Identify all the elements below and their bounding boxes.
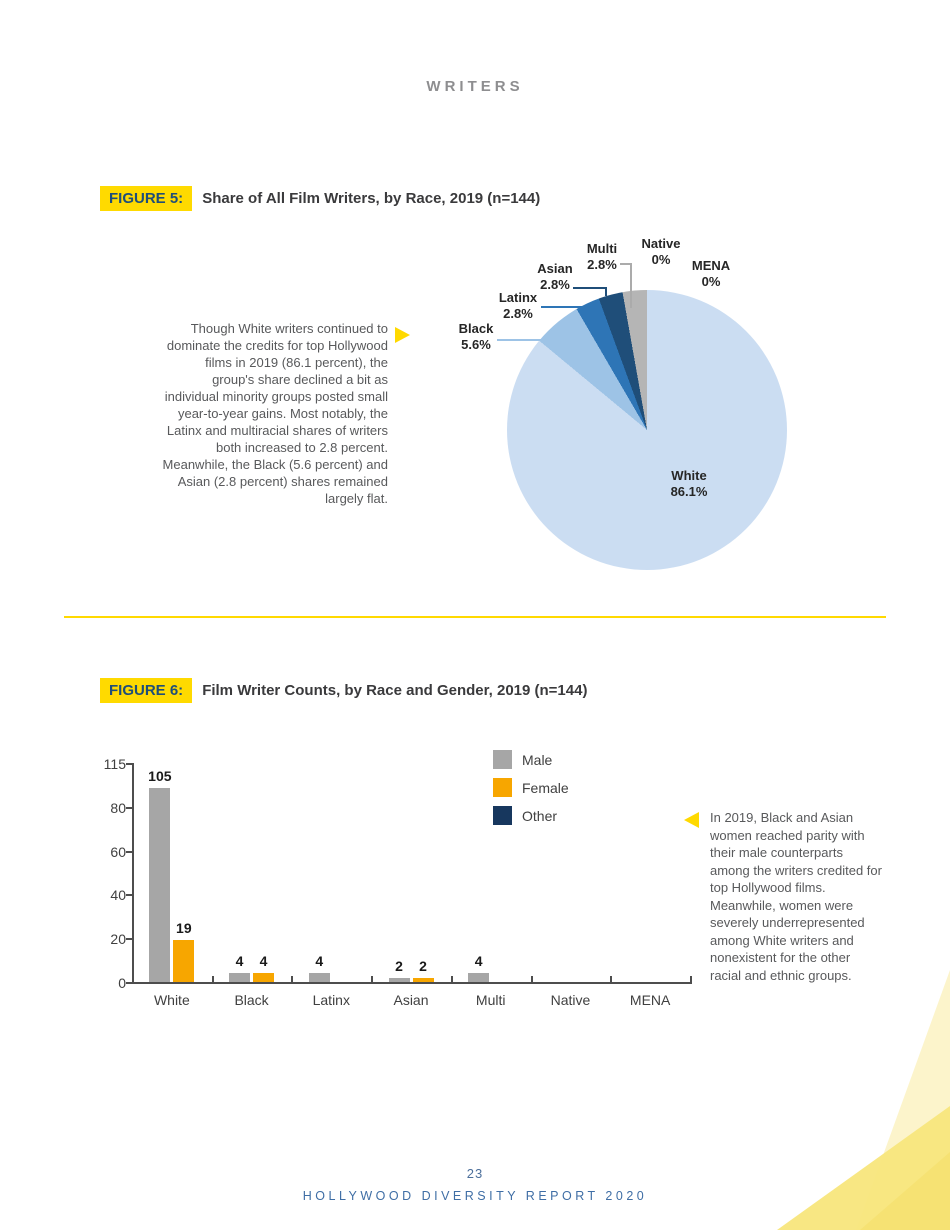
bar-black-male: [229, 973, 251, 982]
bar-value-label: 4: [235, 953, 244, 970]
legend-swatch: [493, 778, 512, 797]
y-tick-mark: [126, 894, 132, 897]
y-tick-label: 80: [110, 799, 126, 816]
y-tick-mark: [126, 763, 132, 765]
pie-label-name: MENA: [691, 258, 731, 273]
y-tick-label: 60: [110, 843, 126, 860]
x-tick-mark: [211, 976, 214, 982]
bar-white-female: [173, 940, 195, 982]
y-tick-mark: [126, 982, 132, 984]
x-axis: [132, 982, 692, 984]
pie-callout-line: [497, 339, 557, 341]
pie-label-pct: 5.6%: [461, 337, 491, 352]
figure6-header: FIGURE 6: Film Writer Counts, by Race an…: [100, 678, 587, 703]
pie-label-black: Black 5.6%: [441, 321, 511, 353]
y-tick-label: 40: [110, 887, 126, 904]
bar-value-label: 19: [176, 920, 192, 937]
bar-latinx-male: [308, 973, 330, 982]
legend-swatch: [493, 750, 512, 769]
pie-label-name: Black: [458, 321, 494, 336]
page-header: WRITERS: [426, 78, 524, 95]
figure6-title: Film Writer Counts, by Race and Gender, …: [202, 682, 588, 699]
pie-label-pct: 2.8%: [503, 306, 533, 321]
y-tick-label: 20: [110, 931, 126, 948]
pie-label-native: Native 0%: [626, 236, 696, 268]
figure6-commentary: In 2019, Black and Asian women reached p…: [710, 810, 882, 983]
x-tick-mark: [610, 976, 613, 982]
pie-chart: [507, 290, 787, 570]
pie-label-pct: 2.8%: [587, 257, 617, 272]
figure5-pointer-icon: [395, 327, 410, 343]
section-divider: [64, 616, 886, 618]
x-tick-mark: [450, 976, 453, 982]
legend-label: Male: [522, 751, 553, 768]
bar-value-label: 4: [315, 953, 324, 970]
x-category-label: Latinx: [312, 992, 350, 1008]
pie-callout-line: [605, 287, 607, 296]
y-tick-mark: [126, 938, 132, 941]
bar-multi-male: [468, 973, 490, 982]
pie-callout-line: [573, 287, 607, 289]
y-axis: [132, 763, 134, 984]
bar-black-female: [253, 973, 275, 982]
x-category-label: Multi: [475, 992, 506, 1008]
pie-label-multi: Multi 2.8%: [567, 241, 637, 273]
pie-label-name: White: [671, 468, 707, 483]
pie-label-name: Asian: [537, 261, 573, 276]
bar-value-label: 4: [474, 953, 483, 970]
x-tick-mark: [690, 976, 692, 982]
pie-label-name: Multi: [586, 241, 618, 256]
legend-item-male: Male: [493, 750, 552, 769]
pie-label-name: Latinx: [498, 290, 538, 305]
pie-label-pct: 2.8%: [540, 277, 570, 292]
y-tick-mark: [126, 850, 132, 853]
bar-value-label: 105: [148, 768, 172, 785]
bar-chart: 0 20 40 60 80 115 105 19 White 4 4 Black 4 Latinx 2 2 As…: [100, 745, 710, 1015]
x-tick-mark: [371, 976, 374, 982]
x-category-label: Black: [234, 992, 269, 1008]
pie-callout-line: [620, 263, 632, 265]
pie-label-pct: 0%: [651, 252, 671, 267]
bar-white-male: [149, 788, 171, 982]
legend-item-other: Other: [493, 806, 557, 825]
bar-asian-male: [388, 977, 410, 982]
x-category-label: White: [153, 992, 190, 1008]
pie-label-white: White 86.1%: [654, 468, 724, 500]
bar-value-label: 4: [259, 953, 268, 970]
figure5-title: Share of All Film Writers, by Race, 2019…: [202, 190, 541, 207]
x-category-label: MENA: [629, 992, 671, 1008]
page-number: 23: [466, 1166, 484, 1181]
x-tick-mark: [291, 976, 294, 982]
y-tick-mark: [126, 806, 132, 809]
x-category-label: Native: [550, 992, 591, 1008]
x-tick-mark: [530, 976, 533, 982]
pie-label-asian: Asian 2.8%: [520, 261, 590, 293]
legend-item-female: Female: [493, 778, 569, 797]
legend-label: Female: [522, 779, 569, 796]
pie-label-name: Native: [641, 236, 681, 251]
figure6-tag: FIGURE 6:: [100, 678, 193, 703]
pie-label-pct: 86.1%: [670, 484, 708, 499]
x-category-label: Asian: [393, 992, 429, 1008]
figure5-header: FIGURE 5: Share of All Film Writers, by …: [100, 186, 540, 211]
pie-callout-line: [541, 306, 589, 308]
y-tick-label: 115: [103, 756, 126, 772]
legend-label: Other: [522, 807, 558, 824]
figure5-tag: FIGURE 5:: [100, 186, 193, 211]
pie-label-mena: MENA 0%: [676, 258, 746, 290]
y-tick-label: 0: [118, 975, 126, 991]
bar-value-label: 2: [395, 957, 403, 974]
footer-title: HOLLYWOOD DIVERSITY REPORT 2020: [302, 1189, 648, 1203]
pie-callout-line: [630, 263, 632, 308]
bar-asian-female: [412, 977, 434, 982]
bar-value-label: 2: [419, 957, 427, 974]
pie-label-pct: 0%: [701, 274, 721, 289]
figure5-commentary: Though White writers continued to domina…: [162, 321, 388, 506]
figure6-pointer-icon: [684, 812, 699, 828]
pie-label-latinx: Latinx 2.8%: [483, 290, 553, 322]
legend-swatch: [493, 806, 512, 825]
